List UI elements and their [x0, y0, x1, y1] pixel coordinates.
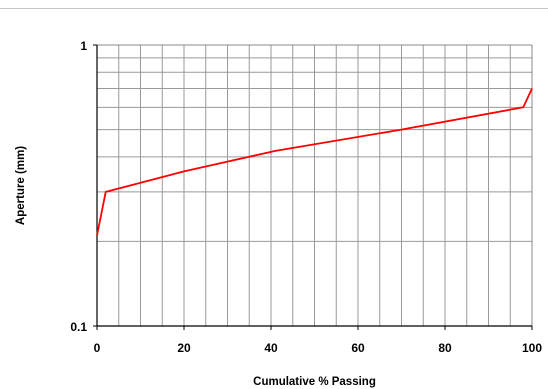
series-line-0: [96, 88, 533, 236]
x-tick-label: 0: [94, 341, 101, 355]
y-tick-label: 1: [80, 39, 87, 53]
tick-labels: 0 20 40 60 80 100 0.1 1: [70, 39, 542, 355]
y-tick-label: 0.1: [70, 320, 87, 334]
x-tick-label: 60: [351, 341, 365, 355]
axes: [93, 44, 533, 330]
x-tick-label: 100: [522, 341, 542, 355]
x-tick-label: 80: [438, 341, 452, 355]
y-axis-title: Aperture (mm): [15, 146, 27, 225]
x-axis-title: Cumulative % Passing: [253, 376, 376, 388]
series-layer: [96, 88, 533, 236]
x-tick-label: 40: [264, 341, 278, 355]
x-tick-label: 20: [177, 341, 191, 355]
top-divider: [0, 8, 548, 9]
grid: [96, 45, 533, 326]
